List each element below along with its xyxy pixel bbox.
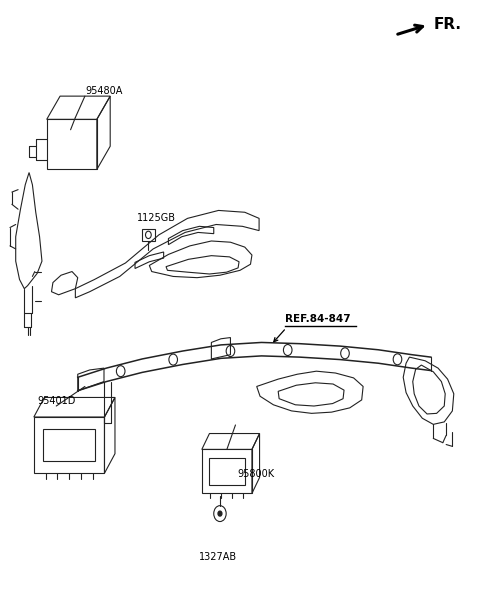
Text: FR.: FR. bbox=[433, 17, 461, 32]
Text: 95480A: 95480A bbox=[85, 86, 122, 96]
Text: REF.84-847: REF.84-847 bbox=[285, 314, 351, 324]
Text: 1327AB: 1327AB bbox=[199, 553, 238, 562]
Circle shape bbox=[218, 511, 222, 516]
Text: 95401D: 95401D bbox=[37, 396, 75, 406]
Text: 95800K: 95800K bbox=[238, 469, 275, 480]
Text: 1125GB: 1125GB bbox=[137, 212, 176, 223]
